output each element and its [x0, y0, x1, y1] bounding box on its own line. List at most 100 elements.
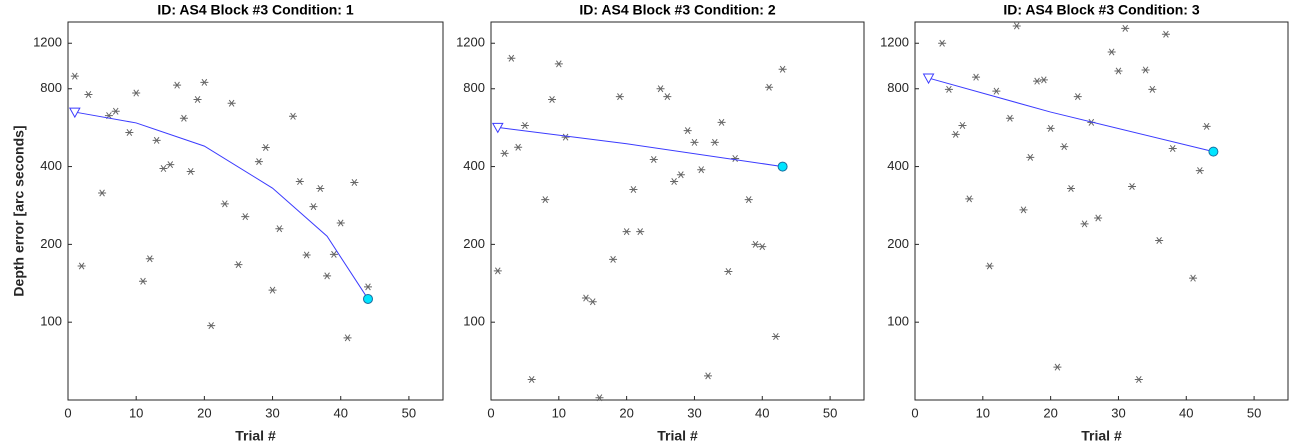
data-point — [336, 219, 345, 227]
data-point — [527, 376, 536, 384]
y-tick-label: 400 — [887, 158, 909, 173]
x-axis-label: Trial # — [1081, 428, 1122, 444]
plot-area — [67, 21, 444, 401]
data-point — [554, 60, 563, 68]
data-point — [1033, 77, 1042, 85]
data-point — [717, 118, 726, 126]
data-point — [1019, 206, 1028, 214]
data-point — [972, 73, 981, 81]
data-point — [731, 154, 740, 162]
data-point — [771, 333, 780, 341]
data-point — [186, 167, 195, 175]
data-point — [159, 165, 168, 173]
data-point — [1066, 185, 1075, 193]
data-point — [1046, 124, 1055, 132]
data-point — [704, 372, 713, 380]
data-point — [676, 171, 685, 179]
data-point — [343, 334, 352, 342]
data-point — [992, 87, 1001, 95]
fit-start-marker — [68, 107, 81, 119]
y-tick-label: 800 — [40, 80, 62, 95]
x-tick-label: 0 — [64, 405, 71, 420]
data-point — [944, 85, 953, 93]
data-point — [309, 203, 318, 211]
data-point — [951, 130, 960, 138]
data-point — [254, 158, 263, 166]
data-point — [663, 93, 672, 101]
data-point — [1134, 376, 1143, 384]
data-point — [683, 127, 692, 135]
data-point — [132, 89, 141, 97]
data-point — [622, 228, 631, 236]
data-point — [1114, 67, 1123, 75]
data-point — [77, 262, 86, 270]
data-point — [125, 128, 134, 136]
fit-start-marker — [491, 122, 504, 134]
data-point — [1168, 144, 1177, 152]
fit-start-marker — [922, 73, 935, 85]
data-point — [98, 189, 107, 197]
data-point — [289, 112, 297, 120]
x-tick-label: 10 — [976, 405, 990, 420]
y-tick-label: 1200 — [456, 35, 485, 50]
x-tick-label: 40 — [1179, 405, 1193, 420]
data-point — [588, 298, 597, 306]
chart-title: ID: AS4 Block #3 Condition: 2 — [579, 2, 775, 18]
x-tick-label: 40 — [333, 405, 347, 420]
x-tick-label: 0 — [487, 405, 494, 420]
x-tick-label: 20 — [197, 405, 211, 420]
chart-title: ID: AS4 Block #3 Condition: 3 — [1003, 2, 1199, 18]
data-point — [724, 268, 733, 276]
data-point — [958, 121, 967, 129]
data-point — [765, 83, 774, 91]
y-tick-label: 800 — [887, 80, 909, 95]
y-tick-label: 1200 — [33, 35, 62, 50]
data-point — [595, 394, 604, 402]
data-point — [323, 272, 332, 280]
data-point — [350, 179, 359, 187]
x-tick-label: 10 — [129, 405, 143, 420]
data-point — [84, 91, 93, 99]
data-point — [200, 78, 209, 86]
y-tick-label: 200 — [887, 236, 909, 251]
y-tick-label: 100 — [887, 314, 909, 329]
data-point — [1189, 274, 1198, 282]
data-point — [275, 225, 284, 233]
y-tick-label: 100 — [40, 314, 62, 329]
data-point — [514, 143, 523, 151]
data-point — [179, 114, 188, 122]
data-point — [1073, 93, 1082, 101]
fit-end-marker — [1208, 146, 1219, 157]
data-point — [751, 240, 760, 248]
x-tick-label: 0 — [911, 405, 918, 420]
data-point — [690, 138, 699, 146]
fit-end-marker — [363, 293, 373, 304]
data-point — [561, 133, 570, 141]
plot-area — [490, 21, 865, 401]
data-point — [629, 186, 638, 194]
data-point — [329, 250, 338, 258]
x-tick-label: 50 — [1247, 405, 1261, 420]
y-tick-label: 200 — [40, 236, 62, 251]
fit-line — [928, 77, 1214, 153]
data-point — [1155, 237, 1164, 245]
data-point — [227, 99, 236, 107]
data-point — [261, 144, 270, 152]
data-point — [1026, 153, 1035, 161]
x-tick-label: 40 — [755, 405, 769, 420]
data-point — [268, 286, 277, 294]
data-point — [609, 255, 618, 263]
data-point — [493, 267, 502, 275]
fit-line — [497, 126, 783, 168]
data-point — [1161, 30, 1170, 38]
data-point — [581, 294, 590, 302]
data-point — [697, 166, 706, 174]
y-tick-label: 100 — [463, 314, 485, 329]
x-axis-label: Trial # — [657, 428, 698, 444]
plot-area — [914, 21, 1289, 401]
data-point — [70, 72, 79, 80]
y-tick-label: 1200 — [880, 35, 909, 50]
data-point — [778, 65, 787, 73]
data-point — [636, 228, 645, 236]
